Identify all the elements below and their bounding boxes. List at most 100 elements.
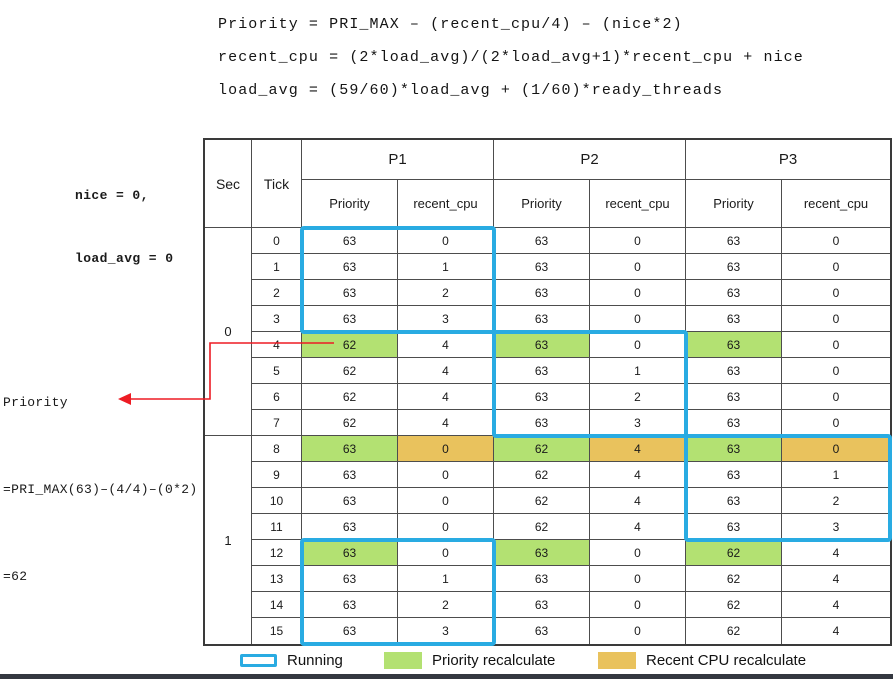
p2-priority-cell: 63 (494, 384, 590, 410)
p1-recent-cpu-cell: 3 (398, 618, 494, 644)
p2-recent-cpu-cell: 4 (590, 514, 686, 540)
p1-recent-cpu-cell: 1 (398, 254, 494, 280)
running-label: Running (287, 651, 343, 669)
p1-recent-cpu-cell: 0 (398, 514, 494, 540)
p2-recent-cpu-cell: 0 (590, 306, 686, 332)
p2-priority-cell: 62 (494, 488, 590, 514)
recent-cpu-recalculate-label: Recent CPU recalculate (646, 651, 807, 669)
recent-cpu-recalculate-swatch (598, 651, 636, 669)
p2-priority-cell: 63 (494, 358, 590, 384)
calc-note-line-1: Priority (3, 395, 68, 410)
p1-recent-cpu-cell: 1 (398, 566, 494, 592)
calc-note-line-2: =PRI_MAX(63)–(4/4)–(0*2) (3, 482, 198, 497)
tick-cell: 13 (252, 566, 302, 592)
p2-recent-cpu-cell: 0 (590, 254, 686, 280)
formula-priority: Priority = PRI_MAX – (recent_cpu/4) – (n… (218, 16, 683, 33)
p1-priority-cell: 63 (302, 228, 398, 254)
p3-recent-cpu-cell: 0 (782, 306, 890, 332)
legend: Running Priority recalculate Recent CPU … (0, 647, 893, 673)
p3-priority-cell: 63 (686, 306, 782, 332)
p3-recent-cpu-cell: 1 (782, 462, 890, 488)
parameter-note: nice = 0, load_avg = 0 (75, 143, 173, 311)
p3-priority-cell: 62 (686, 540, 782, 566)
p1-priority-cell: 62 (302, 332, 398, 358)
p1-priority-cell: 63 (302, 592, 398, 618)
tick-cell: 12 (252, 540, 302, 566)
p2-priority-cell: 63 (494, 540, 590, 566)
p3-recent-cpu-cell: 0 (782, 384, 890, 410)
tick-cell: 10 (252, 488, 302, 514)
p2-priority-subheader: Priority (494, 180, 590, 228)
p1-priority-cell: 63 (302, 540, 398, 566)
p2-recent-cpu-cell: 0 (590, 618, 686, 644)
p1-recent-cpu-cell: 0 (398, 488, 494, 514)
p3-recent-cpu-cell: 4 (782, 592, 890, 618)
p2-priority-cell: 63 (494, 228, 590, 254)
p3-recent-cpu-cell: 0 (782, 332, 890, 358)
load-avg-value-note: load_avg = 0 (75, 251, 174, 266)
p2-priority-cell: 63 (494, 618, 590, 644)
p1-recent-cpu-cell: 2 (398, 280, 494, 306)
tick-cell: 9 (252, 462, 302, 488)
tick-cell: 8 (252, 436, 302, 462)
p3-priority-cell: 63 (686, 514, 782, 540)
p1-recent-cpu-cell: 3 (398, 306, 494, 332)
sec-0-cell: 0 (205, 228, 252, 436)
tick-cell: 15 (252, 618, 302, 644)
window-bottom-edge (0, 674, 893, 679)
p2-recent-cpu-cell: 3 (590, 410, 686, 436)
tick-cell: 14 (252, 592, 302, 618)
sec-1-cell: 1 (205, 436, 252, 644)
p1-priority-cell: 63 (302, 514, 398, 540)
formula-recent-cpu: recent_cpu = (2*load_avg)/(2*load_avg+1)… (218, 49, 804, 66)
p2-recent-cpu-subheader: recent_cpu (590, 180, 686, 228)
p1-priority-cell: 63 (302, 618, 398, 644)
p3-recent-cpu-cell: 0 (782, 254, 890, 280)
p2-recent-cpu-cell: 0 (590, 540, 686, 566)
p1-recent-cpu-cell: 4 (398, 358, 494, 384)
p2-recent-cpu-cell: 1 (590, 358, 686, 384)
p2-priority-cell: 63 (494, 254, 590, 280)
p2-priority-cell: 62 (494, 514, 590, 540)
priority-calculation-note: Priority =PRI_MAX(63)–(4/4)–(0*2) =62 (3, 330, 197, 649)
calc-note-line-3: =62 (3, 569, 28, 584)
tick-cell: 5 (252, 358, 302, 384)
p1-priority-cell: 62 (302, 410, 398, 436)
priority-recalculate-label: Priority recalculate (432, 651, 556, 669)
p2-recent-cpu-cell: 4 (590, 436, 686, 462)
p1-recent-cpu-cell: 2 (398, 592, 494, 618)
p3-recent-cpu-cell: 4 (782, 540, 890, 566)
tick-cell: 4 (252, 332, 302, 358)
legend-item-priority-recalculate: Priority recalculate (384, 647, 555, 673)
p3-priority-cell: 63 (686, 280, 782, 306)
tick-cell: 3 (252, 306, 302, 332)
p3-recent-cpu-cell: 0 (782, 410, 890, 436)
p2-recent-cpu-cell: 0 (590, 228, 686, 254)
p2-priority-cell: 63 (494, 410, 590, 436)
p2-recent-cpu-cell: 0 (590, 566, 686, 592)
p1-priority-cell: 63 (302, 462, 398, 488)
p3-recent-cpu-subheader: recent_cpu (782, 180, 890, 228)
p3-recent-cpu-cell: 3 (782, 514, 890, 540)
p1-priority-cell: 63 (302, 566, 398, 592)
p2-recent-cpu-cell: 0 (590, 592, 686, 618)
p3-priority-cell: 62 (686, 592, 782, 618)
p3-priority-cell: 63 (686, 488, 782, 514)
tick-cell: 2 (252, 280, 302, 306)
p3-priority-cell: 63 (686, 410, 782, 436)
p1-priority-cell: 63 (302, 306, 398, 332)
running-swatch (240, 653, 277, 667)
p1-recent-cpu-cell: 0 (398, 462, 494, 488)
p1-column-header: P1 (302, 140, 494, 180)
p2-priority-cell: 63 (494, 306, 590, 332)
p1-recent-cpu-cell: 4 (398, 332, 494, 358)
p3-priority-cell: 63 (686, 436, 782, 462)
p3-recent-cpu-cell: 2 (782, 488, 890, 514)
p3-recent-cpu-cell: 0 (782, 436, 890, 462)
p2-priority-cell: 62 (494, 462, 590, 488)
p3-recent-cpu-cell: 0 (782, 228, 890, 254)
p1-recent-cpu-cell: 0 (398, 540, 494, 566)
p2-recent-cpu-cell: 2 (590, 384, 686, 410)
legend-item-recent-cpu-recalculate: Recent CPU recalculate (598, 647, 806, 673)
